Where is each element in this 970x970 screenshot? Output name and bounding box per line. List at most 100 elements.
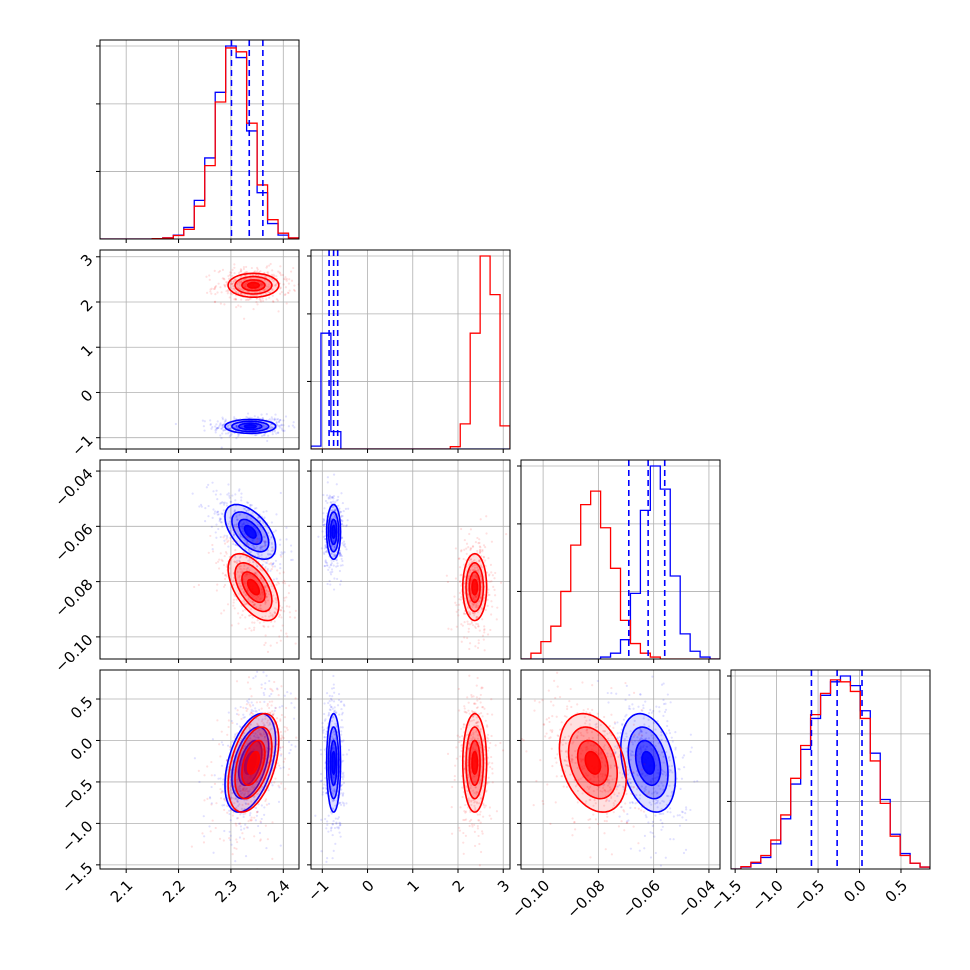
scatter-point [236, 800, 239, 803]
scatter-point [243, 799, 246, 802]
scatter-point [225, 281, 228, 284]
scatter-point [463, 705, 466, 708]
scatter-point [268, 296, 271, 299]
scatter-point [257, 517, 260, 520]
scatter-point [239, 535, 242, 539]
scatter-point [240, 737, 243, 740]
scatter-point [272, 712, 275, 715]
scatter-point [222, 585, 226, 588]
scatter-point [216, 583, 219, 586]
scatter-point [239, 825, 243, 828]
scatter-point [229, 286, 232, 289]
scatter-point [233, 509, 237, 512]
scatter-point [274, 739, 277, 742]
scatter-point [224, 285, 227, 288]
scatter-point [322, 728, 326, 731]
scatter-point [476, 623, 480, 626]
scatter-point [287, 592, 290, 595]
scatter-point [270, 688, 273, 691]
scatter-point [281, 552, 284, 555]
scatter-point [216, 510, 219, 513]
scatter-point [239, 513, 242, 516]
scatter-point [656, 791, 659, 794]
scatter-point [273, 418, 276, 421]
scatter-point [222, 609, 226, 612]
scatter-point [246, 802, 249, 806]
scatter-point [332, 494, 336, 498]
scatter-point [332, 497, 335, 500]
scatter-point [465, 542, 469, 545]
scatter-point [251, 544, 254, 547]
scatter-point [258, 789, 261, 793]
scatter-point [209, 534, 212, 538]
scatter-point [260, 707, 263, 710]
scatter-point [235, 425, 238, 428]
scatter-point [665, 740, 668, 743]
scatter-point [473, 844, 477, 848]
scatter-point [247, 548, 250, 551]
scatter-point [640, 729, 643, 732]
scatter-point [560, 775, 563, 778]
scatter-point [214, 284, 218, 288]
scatter-point [326, 582, 329, 586]
scatter-point [270, 760, 274, 763]
scatter-point [654, 728, 657, 731]
scatter-point [275, 608, 278, 611]
scatter-point [328, 694, 331, 697]
scatter-point [651, 675, 654, 678]
scatter-point [618, 784, 621, 787]
scatter-point [275, 742, 278, 746]
scatter-point [193, 585, 196, 589]
scatter-point [263, 735, 267, 739]
scatter-point [678, 768, 681, 771]
scatter-point [472, 710, 475, 714]
scatter-point [652, 721, 655, 725]
scatter-point [612, 802, 615, 805]
scatter-point [255, 710, 258, 713]
scatter-point [333, 546, 336, 549]
scatter-point [234, 733, 237, 736]
scatter-point [242, 267, 246, 271]
scatter-point [478, 864, 481, 867]
scatter-point [483, 625, 486, 628]
scatter-point [266, 265, 269, 268]
scatter-point [491, 605, 494, 608]
scatter-point [272, 625, 275, 628]
scatter-point [231, 853, 234, 856]
scatter-point [479, 728, 482, 731]
scatter-point [235, 437, 238, 440]
scatter-point [475, 615, 478, 619]
scatter-point [319, 779, 322, 783]
scatter-point [463, 582, 466, 585]
scatter-point [252, 603, 255, 607]
scatter-point [220, 764, 224, 767]
scatter-point [643, 789, 646, 793]
scatter-point [270, 692, 273, 696]
scatter-point [247, 614, 251, 617]
scatter-point [279, 639, 282, 642]
scatter-point [226, 493, 229, 496]
scatter-point [563, 758, 566, 762]
scatter-point [266, 569, 269, 572]
scatter-point [203, 835, 206, 838]
scatter-point [619, 731, 622, 734]
scatter-point [237, 582, 241, 585]
scatter-point [329, 571, 332, 574]
scatter-point [247, 298, 250, 302]
scatter-point [214, 826, 217, 830]
scatter-point [269, 262, 272, 266]
scatter-point [236, 427, 239, 430]
contour-series-1 [246, 281, 260, 289]
scatter-point [244, 802, 247, 805]
scatter-point [479, 595, 482, 598]
scatter-point [264, 426, 267, 429]
scatter-point [247, 544, 250, 547]
scatter-point [244, 812, 247, 815]
scatter-point [260, 804, 263, 807]
scatter-point [210, 287, 213, 290]
scatter-point [463, 592, 466, 595]
scatter-point [256, 780, 259, 783]
scatter-point [329, 697, 333, 700]
scatter-point [223, 773, 226, 776]
scatter-point [474, 722, 477, 725]
